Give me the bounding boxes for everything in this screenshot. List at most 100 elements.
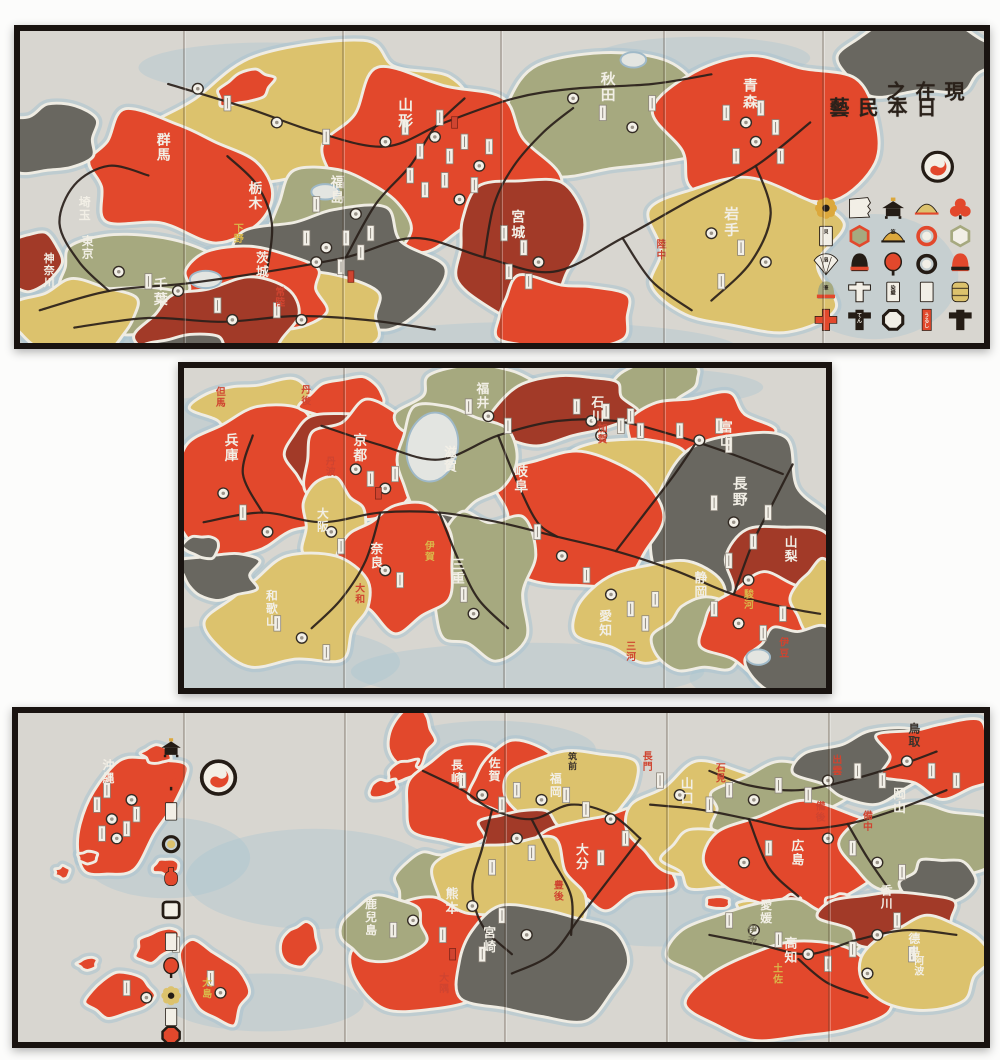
craft-marker-tag <box>498 796 506 813</box>
map-label: 岐阜 <box>514 463 529 495</box>
map-label: 伊予 <box>746 923 758 947</box>
craft-marker-tag <box>356 244 365 261</box>
region-iwate <box>646 175 846 335</box>
craft-marker-tag <box>302 229 311 247</box>
craft-marker-tag <box>500 225 508 242</box>
craft-marker-disc <box>555 549 569 562</box>
map-label: 伊豆 <box>778 636 790 660</box>
craft-marker-tag <box>533 523 542 540</box>
craft-marker-tag <box>485 138 494 155</box>
craft-marker-disc <box>900 755 914 768</box>
craft-marker-disc <box>532 256 545 269</box>
craft-marker-tag <box>272 302 281 319</box>
craft-marker-tag <box>144 273 153 290</box>
craft-marker-tag <box>347 270 355 283</box>
province-regions <box>20 31 984 343</box>
craft-marker-tag <box>122 820 131 837</box>
craft-marker-tag <box>598 104 607 121</box>
craft-marker-tag <box>641 615 650 632</box>
road-line <box>708 928 958 956</box>
road-line <box>510 837 642 975</box>
road-line <box>202 510 822 615</box>
craft-marker-tag <box>478 946 487 963</box>
map-label: 東京 <box>81 234 95 261</box>
craft-marker-tag <box>389 921 398 939</box>
craft-marker-tag <box>488 859 496 876</box>
craft-marker-tag <box>435 109 444 126</box>
craft-marker-tag <box>804 786 813 804</box>
road-line <box>614 444 696 553</box>
craft-marker-tag <box>717 273 726 290</box>
region-sagami <box>788 556 826 640</box>
craft-marker-disc <box>406 914 420 927</box>
craft-marker-tag <box>778 605 787 622</box>
map-label: 佐賀 <box>488 756 502 783</box>
road-line <box>747 818 800 898</box>
craft-marker-tag <box>774 777 783 794</box>
road-line <box>710 164 772 302</box>
map-label: 群馬 <box>156 132 172 164</box>
craft-site-markers <box>93 755 961 1004</box>
map-label: 兵庫 <box>225 432 240 464</box>
map-label: 三河 <box>626 641 637 664</box>
craft-marker-tag <box>771 119 780 136</box>
map-label: 大阪 <box>317 506 330 533</box>
craft-marker-tag <box>651 591 660 608</box>
map-label: 豊後 <box>554 879 565 903</box>
craft-marker-tag <box>596 849 605 866</box>
road-line <box>471 808 514 956</box>
craft-crest-bell-icon <box>850 253 869 272</box>
road-line <box>797 957 869 999</box>
map-label: 広島 <box>791 838 805 867</box>
craft-marker-tag <box>749 533 758 550</box>
craft-marker-tag <box>725 782 734 799</box>
map-label: 宮崎 <box>483 925 497 954</box>
craft-marker-tag <box>878 772 887 789</box>
craft-crest-bell-icon <box>951 253 970 272</box>
craft-marker-disc <box>482 410 495 423</box>
craft-marker-disc <box>747 793 760 806</box>
map-label: 土佐 <box>772 962 784 986</box>
screen-panel-west-japan: 沖縄 大島 長崎 佐賀 福岡 筑前 大分 豊後 熊本 宮崎 鹿兒島 大隅 山口 長門 石見 出雲 鳥取 岡山 備中 備… <box>12 707 990 1048</box>
craft-crest-ring-icon <box>916 253 938 275</box>
svg-text:うるし: うるし <box>924 313 929 329</box>
craft-marker-tag <box>239 504 247 521</box>
craft-crest-flower-icon <box>161 986 181 1006</box>
region-awaji <box>184 551 262 602</box>
craft-marker-disc <box>476 789 489 801</box>
craft-marker-disc <box>217 487 230 500</box>
craft-crest-uchiwa-icon <box>163 957 180 978</box>
craft-marker-tag <box>572 398 581 415</box>
map-label: 備中 <box>863 809 874 833</box>
craft-marker-disc <box>520 928 533 941</box>
map-label: 高知 <box>784 936 798 965</box>
road-line <box>226 155 274 273</box>
region-goto-b <box>367 777 400 800</box>
craft-marker-disc <box>510 832 523 845</box>
craft-marker-disc <box>871 928 884 941</box>
craft-crest-uchiwa-icon <box>884 252 903 276</box>
map-label: 福岡 <box>549 772 563 799</box>
road-line <box>58 164 150 293</box>
craft-crest-happi-icon: てん <box>848 309 871 331</box>
craft-marker-disc <box>802 948 815 961</box>
lake <box>310 183 341 201</box>
craft-marker-tag <box>893 912 901 929</box>
craft-marker-disc <box>473 159 486 172</box>
craft-marker-disc <box>861 967 874 980</box>
panel-fold-lines <box>183 713 831 1042</box>
map-label: 愛知 <box>599 609 613 638</box>
road-line <box>483 106 575 259</box>
region-sado <box>216 67 277 108</box>
craft-crest-tag-icon: 貝 <box>819 225 833 247</box>
map-label: 下野 <box>234 222 245 245</box>
tomoe-seal-icon <box>199 759 238 796</box>
road-line <box>438 511 510 630</box>
road-line <box>496 434 559 538</box>
craft-marker-disc <box>742 574 755 587</box>
region-yaeyama-a <box>83 970 157 1020</box>
map-label: 栃木 <box>248 180 264 212</box>
